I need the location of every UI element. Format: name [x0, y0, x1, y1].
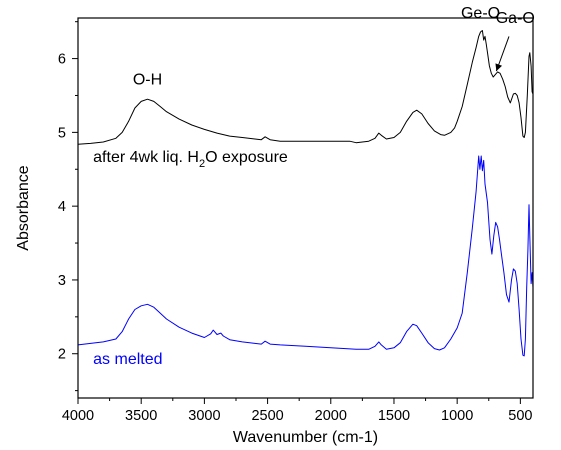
peak-annotation: O-H — [133, 71, 162, 88]
y-tick-label: 6 — [58, 52, 66, 68]
series-line-2 — [77, 155, 534, 357]
x-tick-label: 4000 — [62, 408, 94, 424]
x-tick-label: 3000 — [188, 408, 220, 424]
annotation-layer: O-H Ge-OGa-O after 4wk liq. H2O exposure as… — [93, 5, 535, 368]
y-tick-label: 2 — [58, 347, 66, 363]
peak-annotation: Ge-O — [461, 5, 500, 22]
series-label-exposed: after 4wk liq. H2O exposure — [93, 149, 288, 170]
ticks-layer: 4000 3500 3000 2500 2000 1500 1000 500 2 3 4 5 6 — [58, 21, 532, 424]
series-line-1 — [77, 30, 534, 145]
ga-o-arrowhead — [495, 63, 503, 72]
plot-frame — [77, 17, 534, 399]
x-tick-label: 500 — [508, 408, 532, 424]
x-tick-label: 3500 — [125, 408, 157, 424]
x-tick-label: 2000 — [315, 408, 347, 424]
x-axis-title: Wavenumber (cm-1) — [233, 429, 378, 446]
x-tick-label: 1500 — [378, 408, 410, 424]
x-tick-label: 1000 — [441, 408, 473, 424]
y-tick-label: 3 — [58, 273, 66, 289]
peak-annotation: Ga-O — [496, 10, 535, 27]
series-label-melted: as melted — [93, 351, 162, 368]
series-layer — [77, 30, 534, 357]
y-tick-label: 4 — [58, 199, 66, 215]
y-tick-label: 5 — [58, 125, 66, 141]
x-tick-label: 2500 — [251, 408, 283, 424]
y-axis-title: Absorbance — [15, 165, 32, 250]
